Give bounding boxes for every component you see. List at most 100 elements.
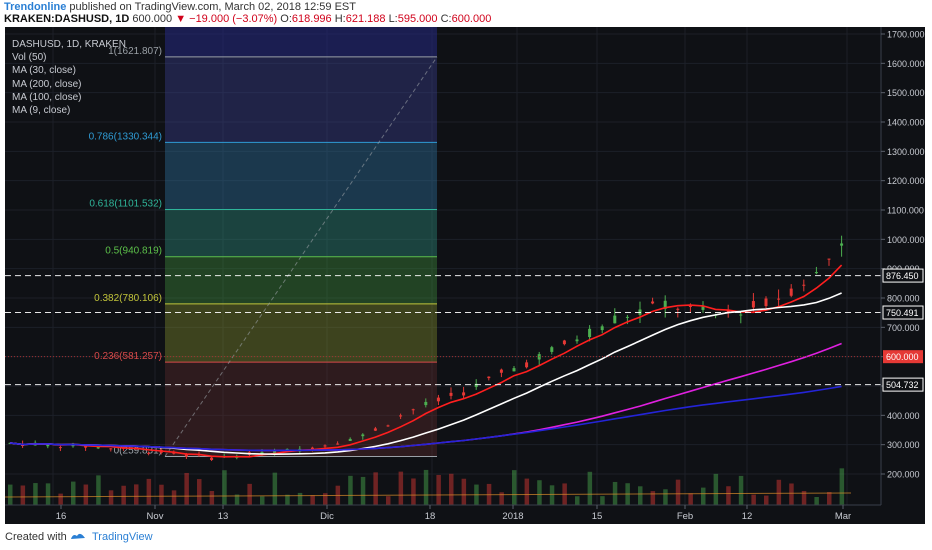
tradingview-link[interactable]: TradingView xyxy=(92,531,153,543)
volume-bar xyxy=(549,485,555,505)
volume-bar xyxy=(20,485,26,505)
price-tick-label: 1600.000 xyxy=(887,59,925,69)
publish-header: Trendonline published on TradingView.com… xyxy=(0,0,932,26)
chart-area[interactable]: 1(1621.807) 0.786(1330.344) 0.618(1101.532… xyxy=(5,27,925,524)
volume-bar xyxy=(209,490,215,505)
ma9-line xyxy=(9,264,843,458)
candle-body xyxy=(96,446,100,449)
candle-body xyxy=(449,392,453,396)
price-badge-label: 504.732 xyxy=(886,380,919,390)
candle-body xyxy=(739,314,743,316)
chart-title: DASHUSD, 1D, KRAKEN xyxy=(12,39,126,50)
volume-bar xyxy=(96,475,101,505)
volume-bar xyxy=(386,496,391,505)
volume-bar xyxy=(360,476,366,505)
symbol-ohlc-line: KRAKEN:DASHUSD, 1D 600.000 ▼ −19.000 (−3… xyxy=(4,13,491,25)
volume-bar xyxy=(575,496,580,505)
volume-bar xyxy=(121,485,126,505)
price-tick-label: 1400.000 xyxy=(887,118,925,128)
volume-bar xyxy=(71,481,76,505)
time-tick-label: 18 xyxy=(425,511,436,522)
tradingview-logo-icon[interactable] xyxy=(70,530,86,542)
indicator-ma100[interactable]: MA (100, close) xyxy=(12,91,82,103)
candle-body xyxy=(525,362,529,368)
open-value: 618.996 xyxy=(291,13,332,25)
footer: Created with TradingView xyxy=(0,524,932,550)
price-tick-label: 1500.000 xyxy=(887,88,925,98)
volume-bar xyxy=(524,478,530,505)
price-badge-label: 876.450 xyxy=(886,271,919,281)
volume-bar xyxy=(108,490,114,505)
volume-bar xyxy=(449,473,454,505)
candle-body xyxy=(210,457,214,461)
author-link[interactable]: Trendonline xyxy=(4,1,67,13)
fib-label: 0.618(1101.532) xyxy=(89,199,162,210)
volume-bar xyxy=(45,483,51,505)
candle-body xyxy=(575,339,579,342)
volume-bar xyxy=(373,472,378,505)
candle-body xyxy=(550,347,554,352)
volume-bar xyxy=(537,480,542,505)
volume-bar xyxy=(83,484,89,505)
volume-bar xyxy=(247,483,252,505)
close-label: C: xyxy=(440,13,452,25)
price-badge xyxy=(882,305,924,320)
volume-bar xyxy=(222,470,227,505)
indicator-ma200[interactable]: MA (200, close) xyxy=(12,78,82,90)
volume-bar xyxy=(436,474,441,505)
fib-zone xyxy=(165,303,437,363)
candle-body xyxy=(310,447,314,450)
publish-line: Trendonline published on TradingView.com… xyxy=(4,1,356,13)
volume-bar xyxy=(146,478,152,505)
fib-trend-line xyxy=(164,56,438,457)
candle-body xyxy=(663,300,667,309)
close-value: 600.000 xyxy=(451,13,492,25)
candle-body xyxy=(651,301,655,304)
price-chart[interactable]: 1(1621.807) 0.786(1330.344) 0.618(1101.532… xyxy=(5,27,925,524)
candle-body xyxy=(840,243,844,246)
volume-bar xyxy=(33,483,38,505)
indicator-ma30[interactable]: MA (30, close) xyxy=(12,65,76,77)
volume-bar xyxy=(499,492,504,505)
candle-body xyxy=(777,298,781,300)
volume-bar xyxy=(310,495,315,505)
candle-body xyxy=(827,258,831,260)
high-label: H: xyxy=(334,13,346,25)
indicator-ma9[interactable]: MA (9, close) xyxy=(12,105,71,117)
volume-bar xyxy=(663,489,668,505)
indicator-vol[interactable]: Vol (50) xyxy=(12,52,47,64)
price-tick-label: 1000.000 xyxy=(887,235,925,245)
candle-body xyxy=(348,438,352,442)
candle-body xyxy=(487,376,491,379)
price-badge xyxy=(882,377,924,392)
price-tick-label: 700.000 xyxy=(887,323,920,333)
volume-bar xyxy=(184,472,189,505)
volume-bar xyxy=(323,493,328,505)
volume-bar xyxy=(701,487,706,505)
candle-body xyxy=(46,443,50,447)
fib-zone xyxy=(165,56,437,143)
candle-body xyxy=(751,301,755,308)
candle-body xyxy=(58,447,62,449)
high-value: 621.188 xyxy=(345,13,386,25)
volume-bar xyxy=(751,494,756,505)
price-tick-label: 800.000 xyxy=(887,294,920,304)
open-label: O: xyxy=(280,13,292,25)
candle-body xyxy=(436,397,440,402)
volume-bar xyxy=(348,475,353,505)
volume-bar xyxy=(587,471,593,505)
volume-bar xyxy=(801,490,807,505)
candle-body xyxy=(386,425,390,427)
last-price: 600.000 xyxy=(132,13,173,25)
volume-bar xyxy=(612,481,618,505)
price-tick-label: 400.000 xyxy=(887,411,920,421)
low-label: L: xyxy=(388,13,398,25)
candle-body xyxy=(688,305,692,307)
candle-body xyxy=(147,452,151,454)
candle-body xyxy=(613,315,617,324)
volume-bar xyxy=(814,496,819,505)
volume-bar xyxy=(398,471,404,505)
volume-bar xyxy=(58,493,63,505)
volume-bar xyxy=(764,495,769,505)
time-tick-label: Dic xyxy=(320,511,334,522)
